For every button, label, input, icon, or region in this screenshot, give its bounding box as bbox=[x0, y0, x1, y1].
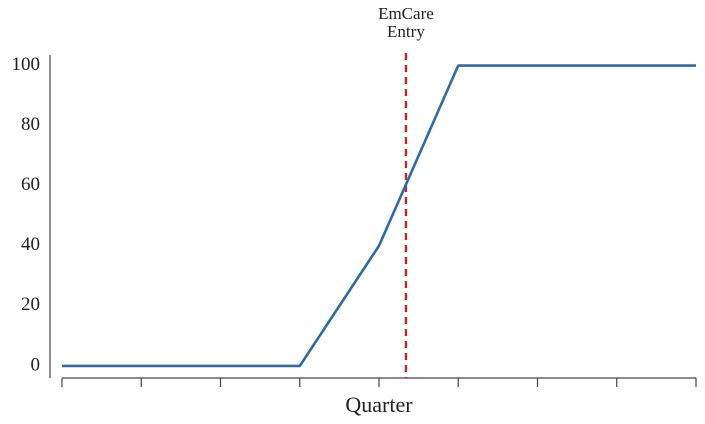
y-tick-label: 60 bbox=[21, 174, 40, 195]
y-tick-label: 0 bbox=[31, 354, 41, 375]
annotation-text: Entry bbox=[387, 22, 425, 41]
y-tick-label: 40 bbox=[21, 234, 40, 255]
y-tick-label: 100 bbox=[12, 54, 41, 75]
y-tick-label: 80 bbox=[21, 114, 40, 135]
annotation-text: EmCare bbox=[378, 4, 434, 23]
y-tick-label: 20 bbox=[21, 294, 40, 315]
line-series bbox=[62, 64, 696, 368]
x-axis-label: Quarter bbox=[345, 392, 413, 417]
